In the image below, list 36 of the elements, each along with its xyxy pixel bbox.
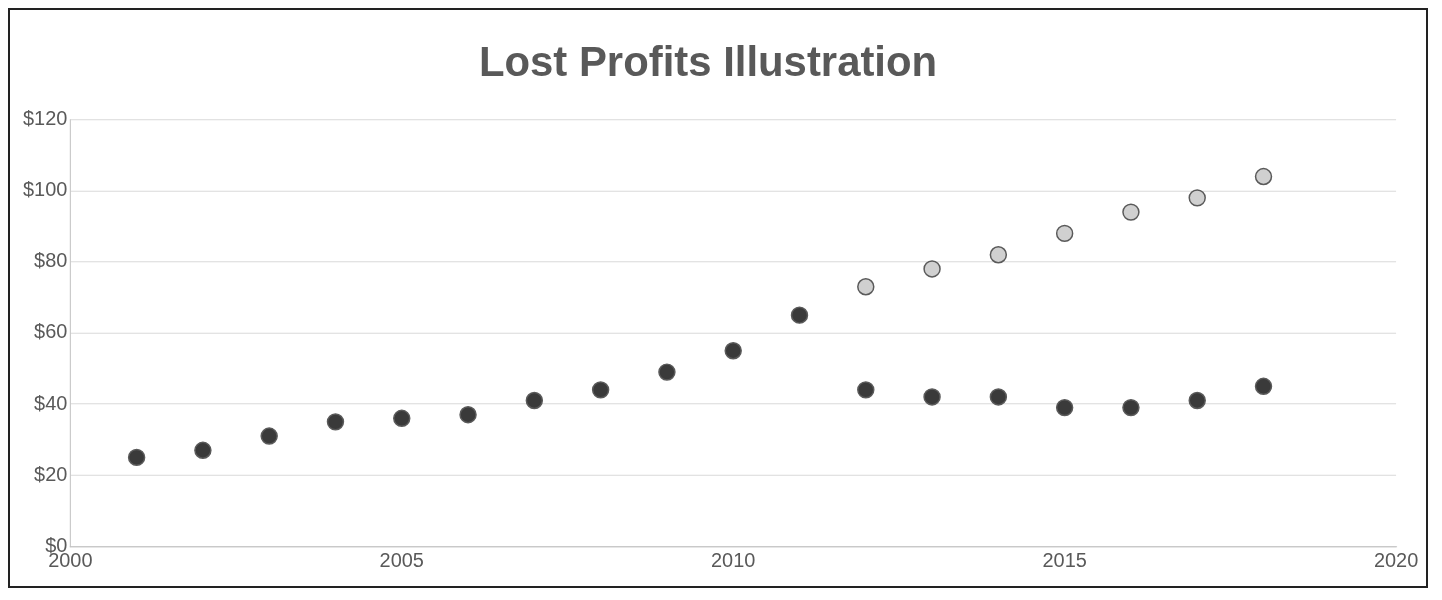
point (989, 246, 1008, 264)
point (393, 409, 411, 427)
y-tick-label: $20 (34, 462, 68, 485)
point (1188, 391, 1206, 410)
point (1254, 167, 1273, 186)
point (724, 342, 742, 360)
point (923, 388, 941, 406)
point (459, 406, 477, 424)
x-tick-label: 2020 (1373, 548, 1419, 571)
point (260, 427, 278, 445)
x-tick-label: 2015 (1042, 548, 1087, 571)
point (989, 388, 1008, 406)
y-tick-label: $40 (34, 391, 68, 414)
y-tick-label: $100 (22, 178, 68, 201)
x-tick-label: 2005 (379, 548, 424, 571)
point (790, 306, 809, 324)
point (1254, 377, 1273, 395)
point (1055, 224, 1074, 243)
point (525, 391, 544, 410)
point (1122, 203, 1140, 221)
point (1055, 398, 1074, 417)
point (591, 381, 610, 399)
point (658, 363, 676, 381)
point (326, 413, 345, 431)
point (857, 381, 875, 399)
point (127, 448, 146, 467)
point (1188, 189, 1206, 207)
point (1122, 398, 1140, 417)
chart-title: Lost Profits Illustration (478, 38, 938, 86)
point (194, 441, 212, 459)
point (923, 260, 941, 278)
y-tick-label: $80 (34, 249, 68, 272)
y-tick-label: $60 (34, 320, 68, 343)
point (857, 278, 875, 296)
y-tick-label: $120 (22, 107, 68, 130)
x-tick-label: 2010 (711, 548, 756, 571)
